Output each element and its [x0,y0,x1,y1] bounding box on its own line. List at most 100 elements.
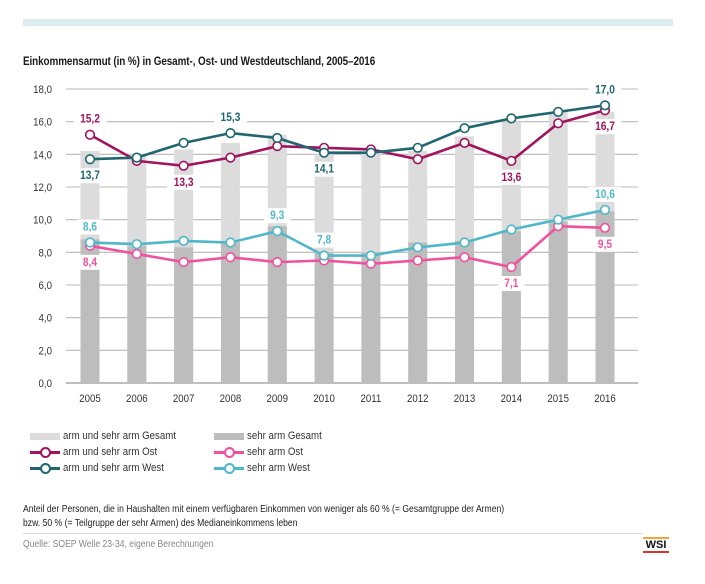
y-tick-label: 2,0 [39,346,53,358]
legend-label: sehr arm Ost [247,446,303,458]
data-label-background [76,254,104,270]
data-label: 8,6 [83,221,97,234]
legend-swatch-bar-dark [214,432,244,440]
data-point-marker [318,147,330,158]
legend-label: arm und sehr arm Gesamt [63,430,176,442]
legend-label: sehr arm Gesamt [247,430,322,442]
data-label: 15,2 [80,113,100,126]
data-label: 17,0 [595,84,615,97]
bar-sehr-arm-gesamt [174,247,194,383]
data-label: 9,5 [598,238,612,251]
x-tick-label: 2008 [220,394,242,406]
data-label-background [73,168,107,184]
footnote-line-1: Anteil der Personen, die in Haushalten m… [23,504,505,515]
data-point-marker [225,128,236,139]
legend-label: arm und sehr arm West [63,462,164,474]
data-point-marker [131,248,142,260]
data-point-marker [178,235,189,246]
source-note: Quelle: SOEP Welle 23-34, eigene Berechn… [23,539,214,550]
data-label-background [494,169,528,185]
series-line-sehr-arm-ost [89,224,606,269]
x-tick-label: 2005 [79,394,101,406]
data-point-marker [412,154,423,165]
bar-sehr-arm-gesamt [314,252,334,383]
data-point-marker [506,224,517,235]
data-point-marker [131,239,142,250]
y-tick-label: 0,0 [39,379,53,391]
x-tick-label: 2009 [267,394,289,406]
legend-item-sehr-arm-west: sehr arm West [214,460,318,476]
data-label: 8,4 [83,256,98,269]
data-label-background [76,219,104,235]
data-label-background [310,232,338,248]
data-point-marker [412,242,423,253]
data-point-marker [225,252,236,263]
data-point-marker [459,123,470,134]
data-point-marker [365,147,377,158]
data-point-marker [599,222,611,233]
bar-sehr-arm-gesamt [501,231,521,383]
y-tick-label: 10,0 [33,215,52,227]
legend-item-arm-west: arm und sehr arm West [30,460,178,476]
y-tick-label: 12,0 [33,183,52,195]
wsi-logo: WSI [643,537,669,553]
x-tick-label: 2016 [594,394,616,406]
data-label: 10,6 [595,188,615,201]
chart-title: Einkommensarmut (in %) in Gesamt-, Ost- … [23,56,376,68]
series-line-arm-und-sehr-arm-ost [89,108,606,168]
data-point-marker [553,118,564,129]
data-point-marker [318,250,330,261]
data-point-marker [225,237,236,248]
x-tick-label: 2010 [313,394,335,406]
data-point-marker [272,141,283,152]
bar-sehr-arm-gesamt [267,226,287,383]
legend-line-marker-icon [30,460,60,476]
x-tick-label: 2007 [173,394,195,406]
data-point-marker [506,155,517,166]
legend-label: arm und sehr arm Ost [63,446,158,458]
bar-sehr-arm-gesamt [548,221,568,383]
data-point-marker [225,152,236,163]
header-accent-bar [23,19,673,26]
data-point-marker [599,204,611,215]
data-point-marker [599,100,611,111]
data-label-background [263,208,291,224]
data-point-marker [506,261,517,273]
data-point-marker [272,226,283,237]
data-label: 7,1 [504,277,518,290]
legend-item-arm-gesamt: arm und sehr arm Gesamt [30,428,191,444]
x-tick-label: 2014 [501,394,523,406]
data-label-background [167,174,201,190]
bar-sehr-arm-gesamt [361,252,381,383]
data-point-marker [459,252,470,263]
data-point-marker [459,137,470,148]
x-tick-label: 2013 [454,394,476,406]
legend-item-sehr-arm-gesamt: sehr arm Gesamt [214,428,332,444]
y-tick-label: 4,0 [39,313,53,325]
data-point-marker [178,160,189,171]
bar-sehr-arm-gesamt [595,211,615,383]
footnote: Anteil der Personen, die in Haushalten m… [23,503,504,531]
data-label-background [498,276,525,292]
data-label-background [73,111,107,127]
legend-line-marker-icon [214,444,244,460]
data-label: 9,3 [270,209,284,222]
data-point-marker [178,257,189,268]
data-point-marker [131,152,142,163]
bar-sehr-arm-gesamt [220,242,240,383]
data-label: 14,1 [314,163,334,176]
y-tick-label: 8,0 [39,248,53,260]
data-label: 15,3 [221,111,241,124]
data-point-marker [365,250,377,261]
legend-item-sehr-arm-ost: sehr arm Ost [214,444,311,460]
data-point-marker [272,132,283,144]
series-line-sehr-arm-west [89,208,606,257]
data-label-background [588,119,622,135]
data-label-background [307,161,341,177]
y-tick-label: 6,0 [39,281,53,293]
x-tick-label: 2015 [547,394,569,406]
data-label-background [588,82,622,98]
legend-swatch-bar-light [30,432,60,440]
data-label: 7,8 [317,234,331,247]
bar-sehr-arm-gesamt [408,242,428,383]
